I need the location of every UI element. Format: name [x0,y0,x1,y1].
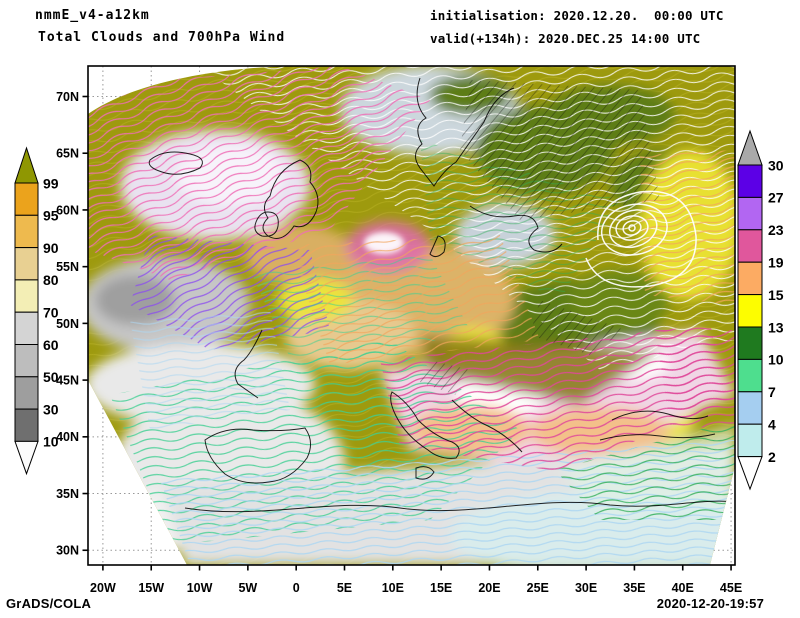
colorbar-label: 99 [43,175,59,191]
lat-label: 45N [56,373,79,387]
terrain-hatching [420,80,660,395]
colorbar-label: 23 [768,222,784,238]
colorbar-segment [737,196,763,231]
colorbar-segment [14,247,39,281]
colorbar-label: 80 [43,272,59,288]
lon-label: 15W [138,581,164,595]
colorbar-label: 60 [43,337,59,353]
colorbar-segment [737,294,763,328]
lon-label: 45E [720,581,742,595]
colorbar-label: 10 [43,434,59,450]
colorbar-segment [14,408,39,442]
colorbar-segment [14,279,39,313]
colorbar-label: 15 [768,287,784,303]
colorbar-segment [737,391,763,425]
colorbar-label: 30 [43,401,59,417]
colorbar-label: 13 [768,319,784,335]
map-frame [87,65,736,566]
colorbar-label: 95 [43,208,59,224]
lon-label: 10W [187,581,213,595]
colorbar-segment [14,344,39,378]
lon-label: 20W [90,581,116,595]
colorbar-label: 4 [768,417,776,433]
colorbar-segment [14,376,39,410]
cloud-cover-colorbar: 99 95 90 80 70 60 50 30 10 [14,146,59,476]
colorbar-segment [737,326,763,360]
lon-label: 35E [623,581,645,595]
colorbar-label: 70 [43,305,59,321]
lon-label: 5W [238,581,257,595]
colorbar-segment [14,214,39,249]
latitude-axis: 70N 65N 60N 55N 50N 45N 40N 35N 30N [56,90,88,558]
lat-label: 30N [56,544,79,558]
lat-label: 50N [56,317,79,331]
colorbar-segment [14,182,39,216]
grads-credit: GrADS/COLA [6,596,92,611]
colorbar-label: 50 [43,369,59,385]
valid-time: valid(+134h): 2020.DEC.25 14:00 UTC [430,31,701,46]
colorbar-label: 90 [43,240,59,256]
colorbar-label: 7 [768,384,776,400]
lon-label: 5E [337,581,352,595]
colorbar-label: 2 [768,449,776,465]
cyclone-spiral [585,190,697,288]
colorbar-segment [737,261,763,296]
initialisation-time: initialisation: 2020.12.20. 00:00 UTC [430,8,724,23]
model-title: nmmE_v4-a12km [35,8,150,23]
colorbar-segment [737,423,763,458]
colorbar-segment [737,164,763,198]
lon-label: 40E [672,581,694,595]
lon-label: 15E [430,581,452,595]
lat-label: 60N [56,203,79,217]
lat-label: 70N [56,90,79,104]
chart-subtitle: Total Clouds and 700hPa Wind [38,30,286,45]
colorbar-label: 27 [768,190,784,206]
colorbar-arrow-top [737,129,763,166]
lon-label: 10E [382,581,404,595]
lat-label: 35N [56,487,79,501]
lat-label: 55N [56,260,79,274]
colorbar-segment [737,358,763,393]
colorbar-segment [14,311,39,346]
lat-label: 65N [56,147,79,161]
colorbar-segment [737,229,763,263]
colorbar-label: 30 [768,157,784,173]
lat-label: 40N [56,430,79,444]
coastlines [141,77,735,521]
lon-label: 30E [575,581,597,595]
lon-label: 0 [293,581,300,595]
longitude-axis: 20W 15W 10W 5W 0 5E 10E 15E 20E 25E 30E 35E 40E 45E [90,565,742,595]
colorbar-arrow-bottom [14,440,39,476]
colorbar-label: 19 [768,255,784,271]
lon-label: 25E [527,581,549,595]
model-domain-art [88,66,735,565]
colorbar-arrow-bottom [737,456,763,491]
wind-speed-colorbar: 30 27 23 19 15 13 10 7 4 2 [737,129,784,491]
lon-label: 20E [478,581,500,595]
map-interior [88,66,735,565]
colorbar-label: 10 [768,352,784,368]
colorbar-arrow-top [14,146,39,184]
creation-timestamp: 2020-12-20-19:57 [656,596,764,611]
